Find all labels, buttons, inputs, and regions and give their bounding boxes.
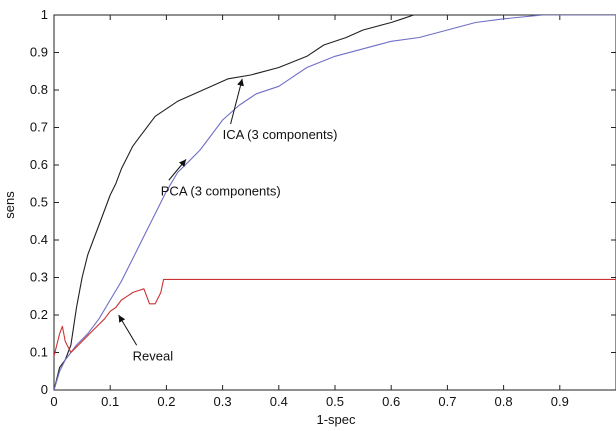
series-line-ica-3-components xyxy=(54,15,616,390)
y-tick-label: 0.8 xyxy=(30,82,48,97)
y-tick-label: 0.4 xyxy=(30,232,48,247)
y-tick-label: 0.9 xyxy=(30,45,48,60)
x-tick-label: 0.2 xyxy=(157,394,175,409)
x-tick-label: 0.7 xyxy=(438,394,456,409)
x-tick-label: 0.3 xyxy=(214,394,232,409)
x-tick-label: 0.6 xyxy=(382,394,400,409)
x-tick-label: 0.9 xyxy=(551,394,569,409)
y-tick-label: 1 xyxy=(41,7,48,22)
y-tick-label: 0.6 xyxy=(30,157,48,172)
y-tick-label: 0.1 xyxy=(30,345,48,360)
series-line-reveal xyxy=(54,278,616,357)
x-tick-label: 0.4 xyxy=(270,394,288,409)
y-tick-label: 0 xyxy=(41,382,48,397)
x-tick-label: 0 xyxy=(50,394,57,409)
y-axis-title: sens xyxy=(2,191,17,219)
x-tick-label: 0.8 xyxy=(495,394,513,409)
y-tick-label: 0.7 xyxy=(30,120,48,135)
x-tick-label: 0.1 xyxy=(101,394,119,409)
y-tick-label: 0.2 xyxy=(30,307,48,322)
annotation-arrow-reveal xyxy=(118,314,138,346)
annotation-arrow-ica-3-components xyxy=(230,78,244,125)
y-tick-label: 0.5 xyxy=(30,195,48,210)
annotation-label-ica-3-components: ICA (3 components) xyxy=(223,127,338,142)
x-tick-label: 0.5 xyxy=(326,394,344,409)
annotation-label-pca-3-components: PCA (3 components) xyxy=(161,183,281,198)
x-axis-title: 1-spec xyxy=(316,412,356,427)
annotation-label-reveal: Reveal xyxy=(133,348,174,363)
series-line-pca-3-components xyxy=(54,15,616,390)
annotation-arrow-pca-3-components xyxy=(168,159,187,181)
y-tick-label: 0.3 xyxy=(30,270,48,285)
plot-frame xyxy=(53,14,616,391)
